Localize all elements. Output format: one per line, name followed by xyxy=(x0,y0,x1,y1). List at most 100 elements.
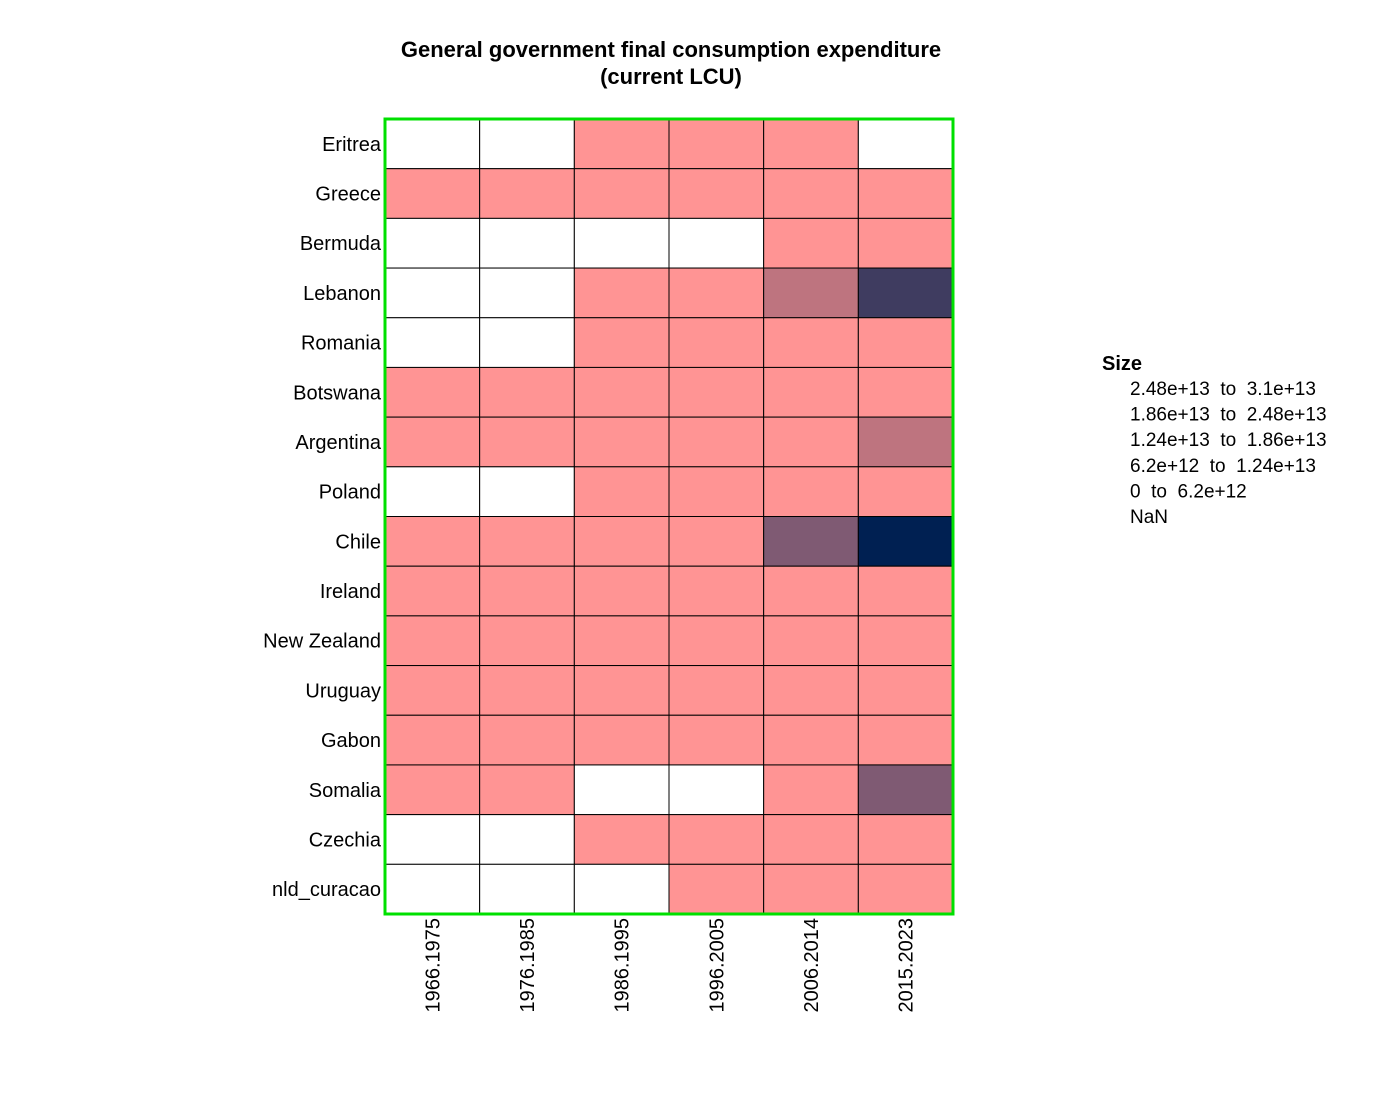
heatmap-cell-poland-1976-1985 xyxy=(479,466,575,517)
legend-items: 2.48e+13 to 3.1e+13 1.86e+13 to 2.48e+13 1… xyxy=(1130,379,1327,528)
heatmap-cell-botswana-1986-1995 xyxy=(573,366,670,418)
heatmap-cell-new-zealand-2006-2014 xyxy=(763,615,859,667)
heatmap-cell-chile-1966-1975 xyxy=(384,516,481,567)
heatmap-cell-chile-1976-1985 xyxy=(479,516,575,567)
heatmap-cell-botswana-1966-1975 xyxy=(384,366,481,418)
heatmap-cell-new-zealand-1966-1975 xyxy=(384,615,481,667)
heatmap-cell-greece-1986-1995 xyxy=(573,168,670,219)
row-label-uruguay: Uruguay xyxy=(305,680,381,702)
heatmap-cell-uruguay-1986-1995 xyxy=(573,665,670,716)
heatmap-cell-botswana-2015-2023 xyxy=(857,366,954,418)
heatmap-cell-gabon-1966-1975 xyxy=(384,714,481,766)
heatmap-cell-botswana-2006-2014 xyxy=(763,366,859,418)
heatmap-cell-czechia-1986-1995 xyxy=(573,814,670,865)
heatmap-cell-lebanon-1976-1985 xyxy=(479,267,575,319)
heatmap-cell-czechia-1976-1985 xyxy=(479,814,575,865)
heatmap-cell-czechia-2015-2023 xyxy=(857,814,954,865)
heatmap-cell-lebanon-1966-1975 xyxy=(384,267,481,319)
column-labels: 1966.1975 1976.1985 1986.1995 1996.2005 2006… xyxy=(422,918,917,1013)
row-label-somalia: Somalia xyxy=(309,780,382,802)
heatmap-cell-ireland-2015-2023 xyxy=(857,565,954,617)
heatmap-cell-bermuda-1996-2005 xyxy=(668,217,765,269)
heatmap-cell-botswana-1976-1985 xyxy=(479,366,575,418)
column-label-1996-2005: 1996.2005 xyxy=(706,918,728,1013)
heatmap-cell-uruguay-1966-1975 xyxy=(384,665,481,716)
heatmap-cell-ireland-1986-1995 xyxy=(573,565,670,617)
heatmap-cell-botswana-1996-2005 xyxy=(668,366,765,418)
heatmap-cell-czechia-2006-2014 xyxy=(763,814,859,865)
chart-title-line-1: General government final consumption exp… xyxy=(401,37,941,62)
row-label-lebanon: Lebanon xyxy=(303,283,381,305)
heatmap-cell-lebanon-2015-2023 xyxy=(857,267,954,319)
heatmap-cell-lebanon-1996-2005 xyxy=(668,267,765,319)
legend: Size 2.48e+13 to 3.1e+13 1.86e+13 to 2.48… xyxy=(1102,353,1327,528)
heatmap-cell-lebanon-2006-2014 xyxy=(763,267,859,319)
column-label-1976-1985: 1976.1985 xyxy=(517,918,539,1013)
heatmap-cell-lebanon-1986-1995 xyxy=(573,267,670,319)
row-label-romania: Romania xyxy=(301,333,382,355)
heatmap-cell-gabon-1996-2005 xyxy=(668,714,765,766)
heatmap-cell-greece-1966-1975 xyxy=(384,168,481,219)
row-label-czechia: Czechia xyxy=(309,829,382,851)
heatmap-cell-argentina-2015-2023 xyxy=(857,416,954,468)
heatmap-cell-nld-curacao-2015-2023 xyxy=(857,863,954,915)
heatmap-cell-argentina-1976-1985 xyxy=(479,416,575,468)
column-label-2015-2023: 2015.2023 xyxy=(896,918,918,1013)
heatmap-cell-gabon-2006-2014 xyxy=(763,714,859,766)
row-labels: Eritrea Greece Bermuda Lebanon Romania Botswa… xyxy=(263,134,382,901)
row-label-ireland: Ireland xyxy=(320,581,381,603)
heatmap-cell-nld-curacao-1996-2005 xyxy=(668,863,765,915)
heatmap-cell-gabon-2015-2023 xyxy=(857,714,954,766)
heatmap-cell-eritrea-1986-1995 xyxy=(573,118,670,170)
heatmap-cell-nld-curacao-1976-1985 xyxy=(479,863,575,915)
heatmap-cell-czechia-1966-1975 xyxy=(384,814,481,865)
heatmap-cell-uruguay-1996-2005 xyxy=(668,665,765,716)
heatmap-cell-nld-curacao-1966-1975 xyxy=(384,863,481,915)
heatmap-cell-argentina-2006-2014 xyxy=(763,416,859,468)
heatmap-cell-eritrea-1996-2005 xyxy=(668,118,765,170)
heatmap-cell-new-zealand-1976-1985 xyxy=(479,615,575,667)
heatmap-cell-ireland-1996-2005 xyxy=(668,565,765,617)
heatmap-cell-uruguay-2015-2023 xyxy=(857,665,954,716)
column-label-1966-1975: 1966.1975 xyxy=(422,918,444,1013)
row-label-gabon: Gabon xyxy=(321,730,381,752)
heatmap-cell-somalia-1966-1975 xyxy=(384,764,481,816)
legend-item-6: NaN xyxy=(1130,507,1168,528)
heatmap-cell-somalia-2006-2014 xyxy=(763,764,859,816)
legend-item-1: 2.48e+13 to 3.1e+13 xyxy=(1130,379,1316,400)
heatmap-cell-romania-1996-2005 xyxy=(668,317,765,368)
heatmap-cell-somalia-1996-2005 xyxy=(668,764,765,816)
heatmap-cell-chile-1996-2005 xyxy=(668,516,765,567)
heatmap-cell-uruguay-1976-1985 xyxy=(479,665,575,716)
heatmap-cell-bermuda-1966-1975 xyxy=(384,217,481,269)
heatmap-cell-ireland-2006-2014 xyxy=(763,565,859,617)
row-label-eritrea: Eritrea xyxy=(322,134,382,156)
heatmap-cell-new-zealand-1986-1995 xyxy=(573,615,670,667)
row-label-bermuda: Bermuda xyxy=(300,233,382,255)
heatmap-cell-bermuda-1976-1985 xyxy=(479,217,575,269)
column-label-1986-1995: 1986.1995 xyxy=(612,918,634,1013)
heatmap-cell-chile-2006-2014 xyxy=(763,516,859,567)
heatmap-cell-greece-2006-2014 xyxy=(763,168,859,219)
heatmap-cell-somalia-1976-1985 xyxy=(479,764,575,816)
heatmap-cell-eritrea-1976-1985 xyxy=(479,118,575,170)
heatmap-cell-eritrea-2006-2014 xyxy=(763,118,859,170)
heatmap-cell-romania-1966-1975 xyxy=(384,317,481,368)
row-label-new-zealand: New Zealand xyxy=(263,631,381,653)
legend-item-5: 0 to 6.2e+12 xyxy=(1130,481,1247,502)
heatmap-cell-somalia-2015-2023 xyxy=(857,764,954,816)
legend-item-3: 1.24e+13 to 1.86e+13 xyxy=(1130,430,1327,451)
row-label-poland: Poland xyxy=(319,482,381,504)
plot-border xyxy=(383,117,955,916)
heatmap-cell-poland-1996-2005 xyxy=(668,466,765,517)
row-label-argentina: Argentina xyxy=(295,432,381,454)
row-label-botswana: Botswana xyxy=(293,382,382,404)
heatmap-cell-gabon-1976-1985 xyxy=(479,714,575,766)
heatmap-cell-romania-2015-2023 xyxy=(857,317,954,368)
heatmap-cell-greece-2015-2023 xyxy=(857,168,954,219)
chart-title: General government final consumption exp… xyxy=(401,37,941,89)
heatmap-cell-new-zealand-2015-2023 xyxy=(857,615,954,667)
heatmap-cell-bermuda-1986-1995 xyxy=(573,217,670,269)
heatmap-cell-chile-2015-2023 xyxy=(857,516,954,567)
